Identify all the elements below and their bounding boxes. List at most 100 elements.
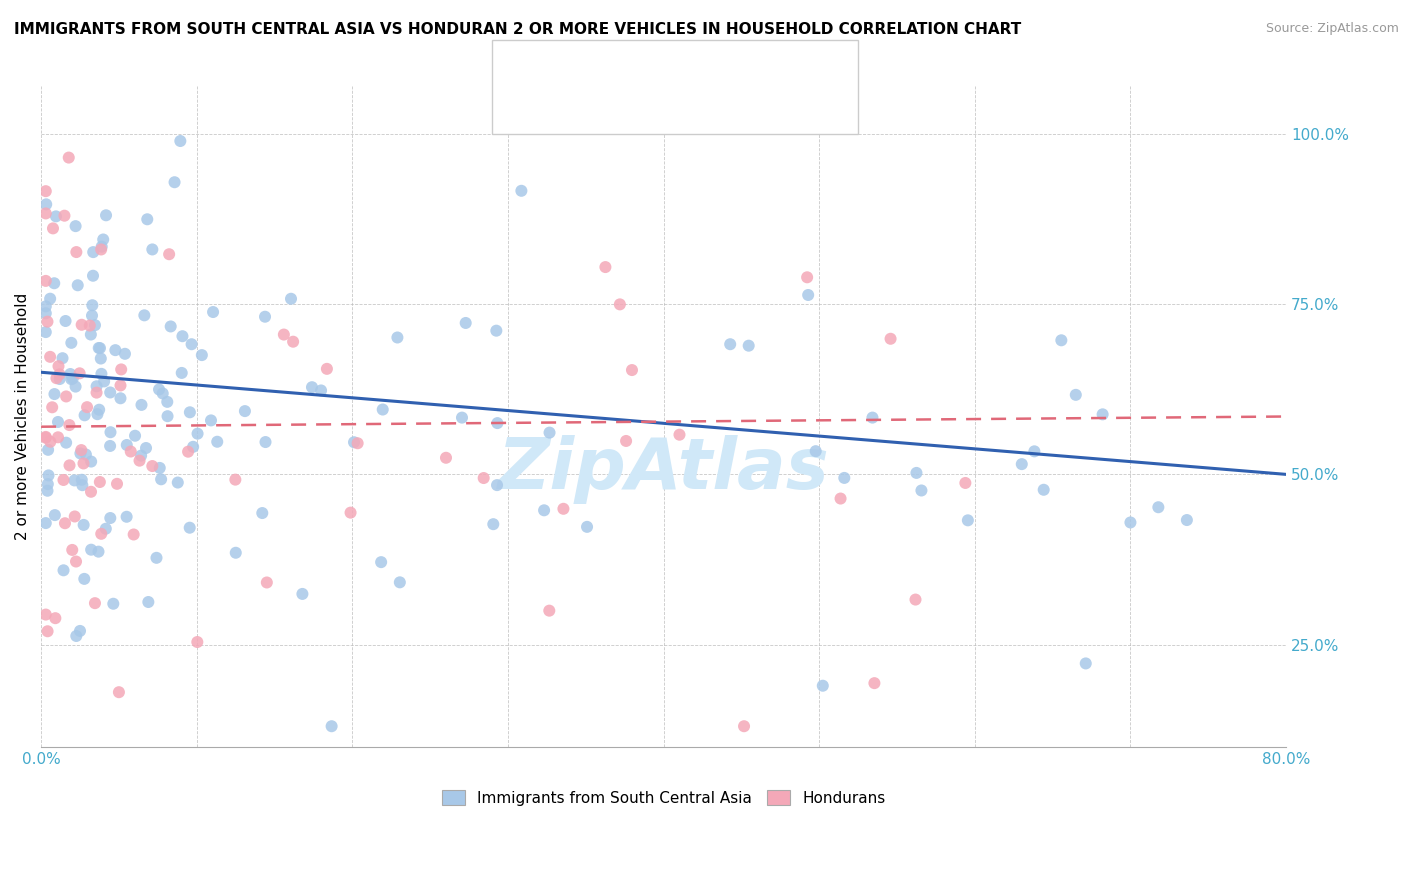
Point [371, 402, 394, 417]
Point [89, 475, 111, 489]
Point [1119, 516, 1142, 530]
Point [1011, 457, 1033, 471]
Point [191, 348, 214, 362]
Point [224, 473, 246, 487]
Point [80, 327, 103, 342]
FancyBboxPatch shape [515, 89, 548, 120]
Point [65, 555, 87, 569]
Point [343, 435, 366, 450]
Point [149, 461, 172, 475]
Point [225, 546, 247, 560]
Point [105, 476, 128, 491]
Point [138, 595, 160, 609]
Point [538, 425, 561, 440]
Point [37, 624, 59, 639]
Point [80, 454, 103, 468]
Point [98, 439, 121, 453]
Point [84, 596, 107, 610]
Point [80, 542, 103, 557]
Point [128, 453, 150, 467]
Point [90, 243, 112, 257]
Point [82, 298, 104, 312]
Point [233, 404, 256, 418]
Point [45, 371, 67, 385]
Point [141, 458, 163, 473]
Point [80, 309, 103, 323]
Point [533, 503, 555, 517]
Point [956, 513, 979, 527]
Point [35, 516, 58, 530]
Point [321, 719, 343, 733]
Point [291, 587, 314, 601]
Point [44, 387, 66, 401]
Point [576, 520, 599, 534]
Point [181, 440, 204, 454]
Point [115, 509, 138, 524]
Point [70, 443, 93, 458]
Point [179, 405, 201, 419]
Point [1147, 500, 1170, 515]
Point [52, 473, 75, 487]
Point [58, 151, 80, 165]
Point [53, 209, 76, 223]
Point [46, 430, 69, 444]
FancyBboxPatch shape [515, 58, 548, 88]
Point [1064, 388, 1087, 402]
Point [90, 526, 112, 541]
Point [62, 371, 84, 385]
Point [58, 458, 80, 473]
Point [60, 543, 83, 558]
Point [152, 386, 174, 401]
Point [179, 521, 201, 535]
Point [55, 314, 77, 328]
Point [37, 442, 59, 457]
Point [202, 305, 225, 319]
Point [110, 391, 132, 405]
Point [156, 395, 179, 409]
Text: R =  0.053   N =  74: R = 0.053 N = 74 [561, 97, 716, 112]
Point [253, 310, 276, 324]
Point [89, 402, 111, 417]
Point [35, 607, 58, 622]
Point [46, 415, 69, 429]
Point [39, 350, 62, 364]
Point [60, 372, 83, 386]
Text: ZipAtlas: ZipAtlas [498, 434, 830, 504]
Point [186, 635, 208, 649]
Point [76, 400, 98, 414]
Point [79, 318, 101, 333]
Point [339, 506, 361, 520]
Point [53, 516, 76, 531]
Point [797, 288, 820, 302]
Point [35, 184, 58, 198]
Point [301, 380, 323, 394]
Point [370, 555, 392, 569]
Point [180, 337, 202, 351]
Point [86, 385, 108, 400]
Point [200, 413, 222, 427]
Point [145, 550, 167, 565]
Point [90, 239, 112, 253]
Point [135, 441, 157, 455]
Point [1074, 657, 1097, 671]
Point [862, 410, 884, 425]
Point [48, 372, 70, 386]
Point [387, 330, 409, 344]
Point [69, 367, 91, 381]
Point [553, 501, 575, 516]
Point [72, 478, 94, 492]
Point [66, 278, 89, 293]
Point [35, 274, 58, 288]
Point [70, 318, 93, 332]
Point [122, 527, 145, 541]
Point [136, 212, 159, 227]
Point [86, 407, 108, 421]
Point [63, 509, 86, 524]
Point [48, 359, 70, 374]
Point [58, 418, 80, 433]
Legend: Immigrants from South Central Asia, Hondurans: Immigrants from South Central Asia, Hond… [436, 784, 891, 812]
Point [35, 325, 58, 339]
Point [108, 685, 131, 699]
Point [910, 483, 932, 498]
Point [454, 316, 477, 330]
